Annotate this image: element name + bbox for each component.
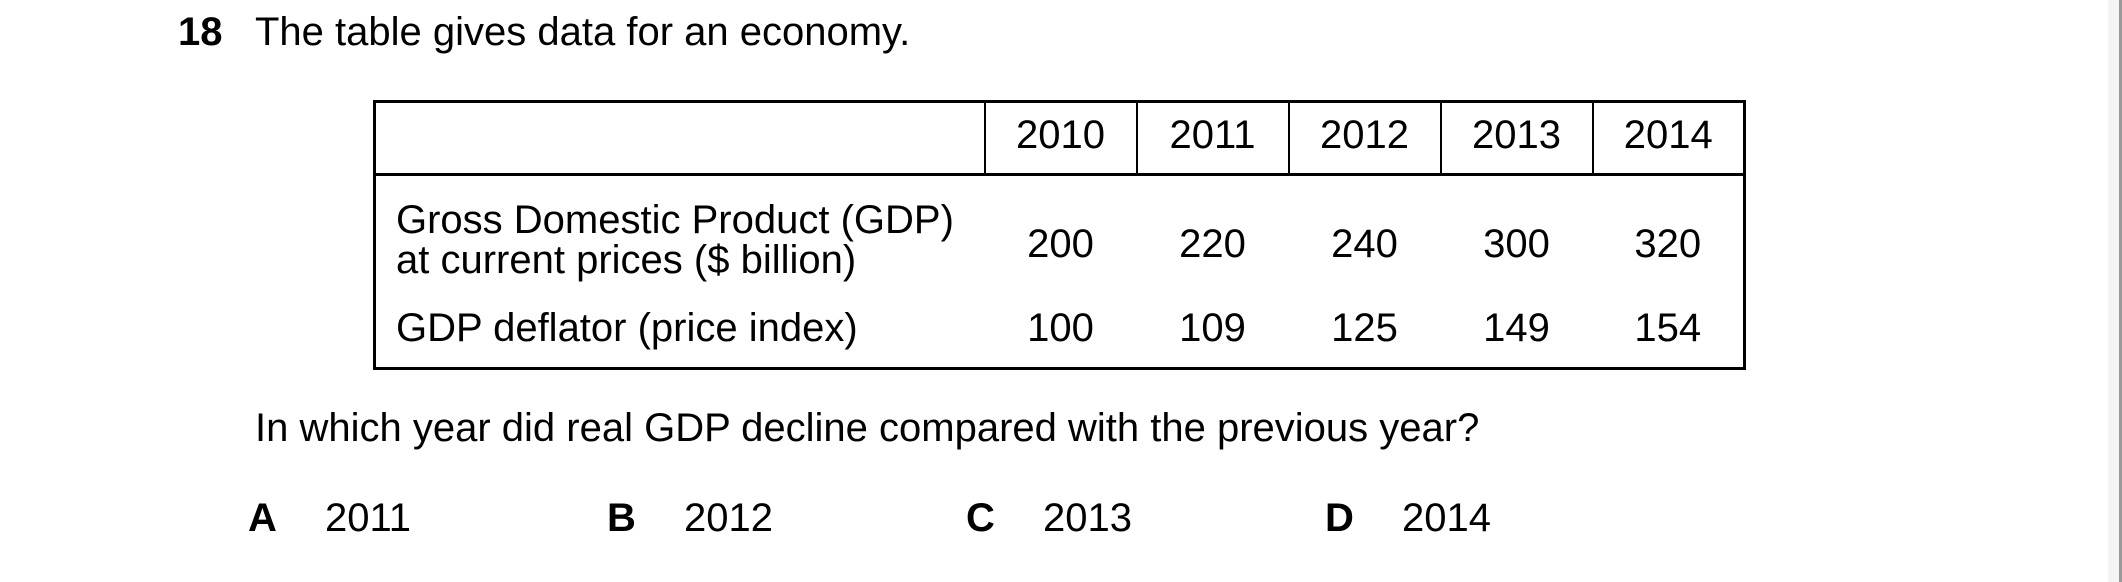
cell-deflator-2011: 109 bbox=[1179, 305, 1246, 350]
cell-gdp-2011: 220 bbox=[1179, 222, 1246, 266]
table-header-row: 2010 2011 2012 2013 2014 bbox=[374, 101, 1745, 176]
cell-gdp-2012: 240 bbox=[1331, 222, 1398, 266]
year-header-2013: 2013 bbox=[1439, 101, 1593, 176]
cell-deflator-2013: 149 bbox=[1483, 305, 1550, 350]
option-d: D 2014 bbox=[1325, 495, 1684, 541]
answer-options: A 2011 B 2012 C 2013 D 2014 bbox=[248, 495, 1684, 541]
cell-deflator-2014: 154 bbox=[1634, 305, 1702, 350]
option-a-letter: A bbox=[248, 496, 277, 540]
option-c: C 2013 bbox=[966, 495, 1325, 541]
option-b-text: 2012 bbox=[684, 496, 773, 540]
row-label-gdp: Gross Domestic Product (GDP) at current … bbox=[396, 198, 954, 282]
question-number: 18 bbox=[178, 10, 223, 54]
table-corner-cell bbox=[374, 101, 985, 176]
page-right-edge bbox=[2108, 0, 2122, 582]
cell-gdp-2010: 200 bbox=[1027, 222, 1094, 266]
cell-gdp-2013: 300 bbox=[1483, 222, 1550, 266]
option-a: A 2011 bbox=[248, 495, 607, 541]
option-d-letter: D bbox=[1325, 496, 1354, 540]
year-header-2014: 2014 bbox=[1591, 101, 1745, 176]
year-header-2011: 2011 bbox=[1135, 101, 1289, 176]
table-row-deflator: GDP deflator (price index) 100 109 125 1… bbox=[375, 282, 1745, 369]
question-prompt: In which year did real GDP decline compa… bbox=[255, 406, 1480, 450]
table-row-gdp: Gross Domestic Product (GDP) at current … bbox=[375, 175, 1745, 282]
option-a-text: 2011 bbox=[325, 496, 412, 540]
question-intro: The table gives data for an economy. bbox=[255, 10, 911, 54]
option-d-text: 2014 bbox=[1402, 496, 1491, 540]
cell-gdp-2014: 320 bbox=[1634, 222, 1702, 266]
option-c-text: 2013 bbox=[1043, 496, 1132, 540]
cell-deflator-2010: 100 bbox=[1027, 305, 1094, 350]
year-header-2012: 2012 bbox=[1287, 101, 1441, 176]
option-b: B 2012 bbox=[607, 495, 966, 541]
cell-deflator-2012: 125 bbox=[1331, 305, 1398, 350]
option-c-letter: C bbox=[966, 496, 995, 540]
option-b-letter: B bbox=[607, 496, 636, 540]
year-header-2010: 2010 bbox=[983, 101, 1137, 176]
economy-data-table: 2010 2011 2012 2013 2014 Gross Domestic … bbox=[373, 100, 1746, 370]
row-label-deflator: GDP deflator (price index) bbox=[396, 305, 858, 350]
